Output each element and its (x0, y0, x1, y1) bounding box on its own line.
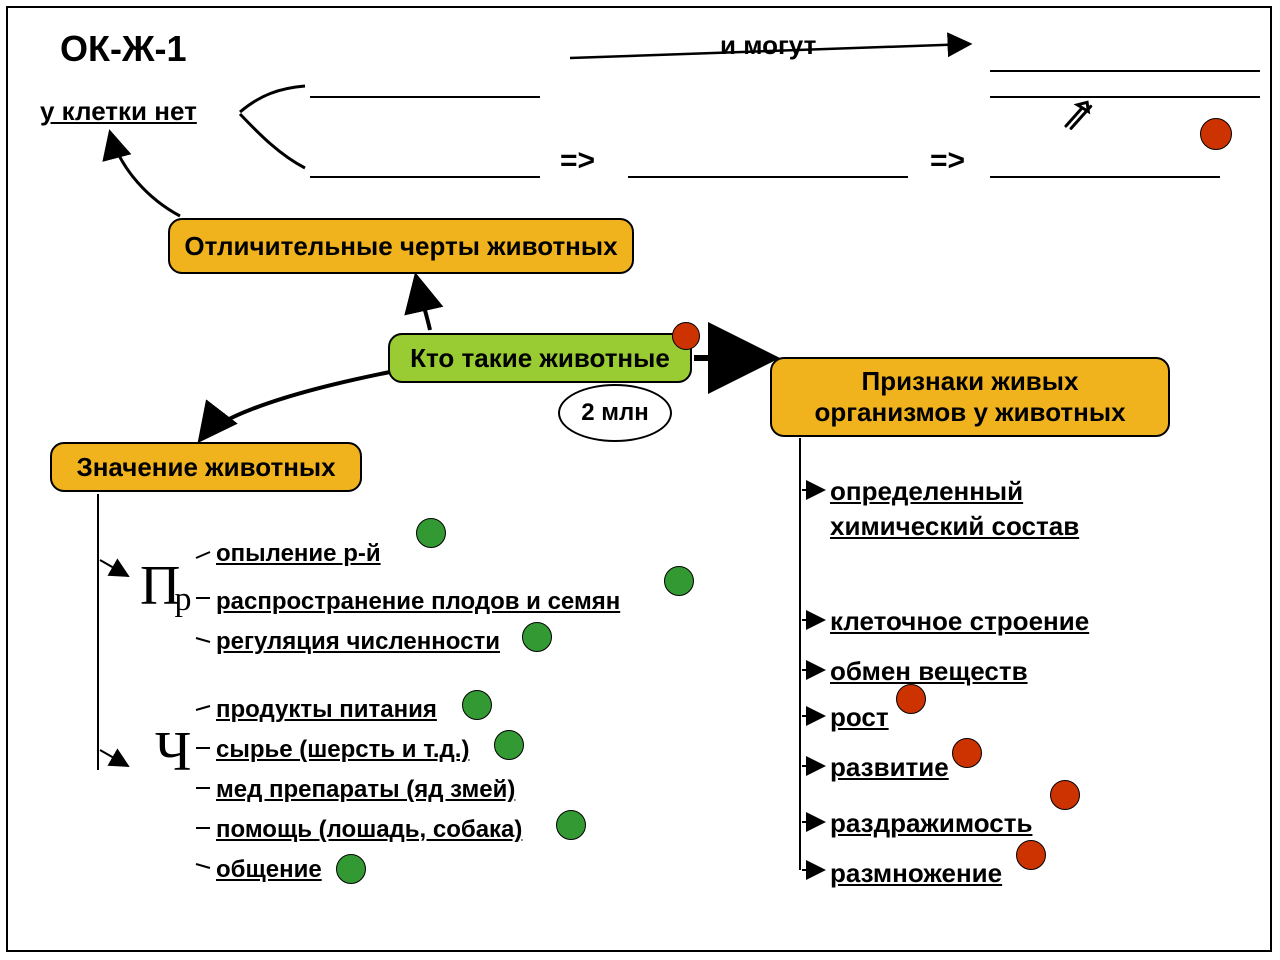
box-center: Кто такие животные (388, 333, 692, 383)
blank-6 (990, 96, 1260, 98)
blank-3 (628, 176, 908, 178)
left-g1-1: распространение плодов и семян (216, 588, 620, 616)
right-5-dot (1050, 780, 1080, 810)
blank-2 (310, 176, 540, 178)
box-features-label: Отличительные черты животных (184, 231, 617, 262)
top-right-label: и могут (720, 30, 816, 61)
box-meaning-label: Значение животных (76, 452, 335, 483)
red-dot-top (1200, 118, 1232, 150)
right-6: размножение (830, 858, 1002, 889)
box-signs-label: Признаки живых организмов у животных (786, 366, 1154, 428)
pr-small: р (174, 581, 191, 618)
box-signs: Признаки живых организмов у животных (770, 357, 1170, 437)
right-3: рост (830, 702, 889, 733)
right-0: определенный химический состав (830, 474, 1080, 544)
left-g2-0: продукты питания (216, 696, 437, 724)
blank-1 (310, 96, 540, 98)
blank-4 (990, 176, 1220, 178)
left-g1-0: опыление р-й (216, 540, 381, 568)
left-g2-4: общение (216, 856, 322, 884)
box-features: Отличительные черты животных (168, 218, 634, 274)
left-g1-2-dot (522, 622, 552, 652)
left-g2-4-dot (336, 854, 366, 884)
left-g1-0-dot (416, 518, 446, 548)
pr-symbol: Пр (140, 554, 197, 618)
left-g2-3-dot (556, 810, 586, 840)
oval-2mln: 2 млн (558, 384, 672, 442)
left-g2-2: мед препараты (яд змей) (216, 776, 515, 804)
right-5: раздражимость (830, 808, 1032, 839)
right-4: развитие (830, 752, 949, 783)
implies-2: => (930, 144, 965, 178)
right-1: клеточное строение (830, 606, 1089, 637)
implies-1: => (560, 144, 595, 178)
left-g2-1: сырье (шерсть и т.д.) (216, 736, 469, 764)
oval-label: 2 млн (581, 399, 649, 427)
top-left-label: у клетки нет (40, 96, 197, 127)
left-g1-2: регуляция численности (216, 628, 500, 656)
blank-5 (990, 70, 1260, 72)
center-red-dot (672, 322, 700, 350)
right-4-dot (952, 738, 982, 768)
box-center-label: Кто такие животные (410, 343, 670, 374)
left-g2-3: помощь (лошадь, собака) (216, 816, 522, 844)
ch-symbol: Ч (155, 720, 191, 784)
box-meaning: Значение животных (50, 442, 362, 492)
left-g1-1-dot (664, 566, 694, 596)
left-g2-0-dot (462, 690, 492, 720)
slide-title: ОК-Ж-1 (60, 28, 187, 70)
right-2: обмен веществ (830, 656, 1028, 687)
right-3-dot (896, 684, 926, 714)
left-g2-1-dot (494, 730, 524, 760)
right-6-dot (1016, 840, 1046, 870)
